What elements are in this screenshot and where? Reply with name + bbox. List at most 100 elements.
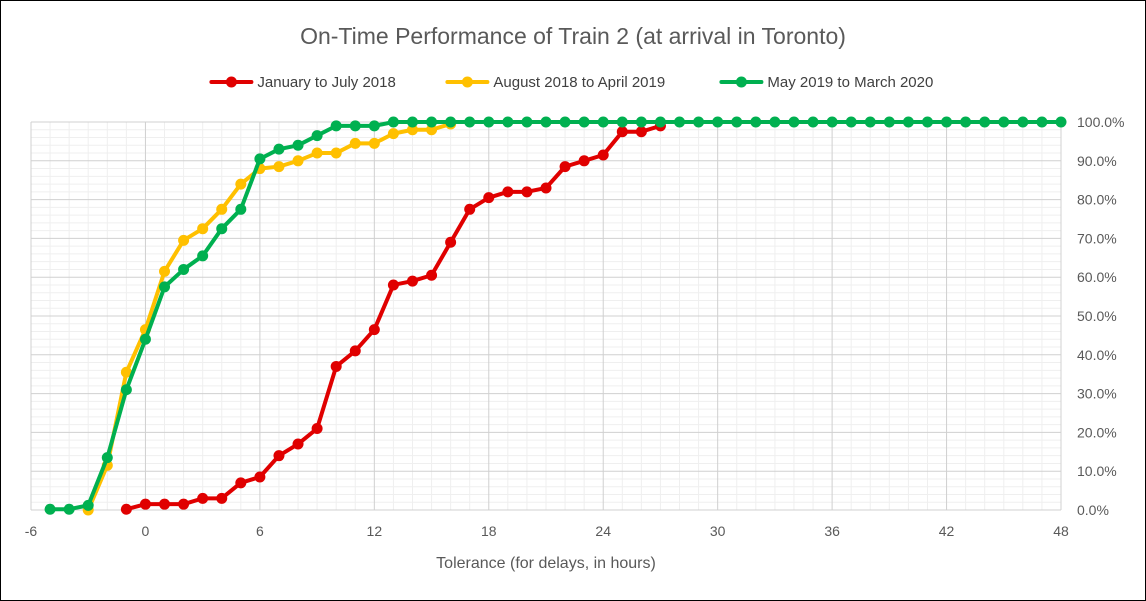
data-point [349,137,361,149]
data-point [845,116,857,128]
data-point [273,161,285,173]
data-point [521,186,533,198]
x-tick-label: 24 [595,523,611,539]
chart-title: On-Time Performance of Train 2 (at arriv… [300,23,846,49]
data-point [82,499,94,511]
data-point [178,234,190,246]
data-point [483,116,495,128]
data-point [120,366,132,378]
y-tick-label: 100.0% [1077,114,1124,130]
data-point [197,223,209,235]
data-point [521,116,533,128]
y-axis-ticks: 0.0% 10.0% 20.0% 30.0% 40.0% 50.0% 60.0% 70.0% 8… [1077,114,1124,518]
data-point [311,423,323,435]
data-point [311,130,323,142]
data-point [235,178,247,190]
data-point [540,182,552,194]
data-point [197,250,209,262]
series-layer [44,116,1067,516]
legend-item-2: August 2018 to April 2019 [445,74,665,91]
data-point [597,116,609,128]
data-point [445,236,457,248]
data-point [921,116,933,128]
data-point [445,116,457,128]
legend-label: May 2019 to March 2020 [767,74,933,91]
data-point [578,116,590,128]
chart-legend: January to July 2018 August 2018 to April… [209,74,933,91]
data-point [464,116,476,128]
x-tick-label: -6 [25,523,38,539]
data-point [159,498,171,510]
data-point [101,452,113,464]
data-point [273,143,285,155]
series-1 [120,120,666,515]
x-tick-label: 30 [710,523,726,539]
data-point [216,203,228,215]
data-point [616,126,628,138]
data-point [502,186,514,198]
data-point [712,116,724,128]
data-point [902,116,914,128]
data-point [426,269,438,281]
data-point [654,116,666,128]
x-axis-ticks: -6 0 6 12 18 24 30 36 42 48 [25,523,1069,539]
data-point [406,124,418,136]
series-line [86,121,453,512]
data-point [178,263,190,275]
y-tick-label: 80.0% [1077,192,1117,208]
data-point [540,116,552,128]
data-point [559,116,571,128]
legend-marker [461,76,473,88]
y-tick-label: 30.0% [1077,386,1117,402]
x-tick-label: 12 [367,523,383,539]
data-point [120,503,132,515]
data-point [502,116,514,128]
legend-label: August 2018 to April 2019 [493,74,665,91]
data-point [330,147,342,159]
data-point [44,503,56,515]
y-tick-label: 50.0% [1077,308,1117,324]
x-tick-label: 6 [256,523,264,539]
data-point [559,161,571,173]
legend-marker [225,76,237,88]
data-point [1055,116,1067,128]
data-point [578,155,590,167]
legend-label: January to July 2018 [257,74,395,91]
data-point [292,155,304,167]
series-2 [82,118,457,516]
data-point [330,120,342,132]
data-point [387,279,399,291]
data-point [883,116,895,128]
data-point [635,116,647,128]
data-point [1017,116,1029,128]
data-point [693,116,705,128]
data-point [273,450,285,462]
data-point [349,345,361,357]
data-point [674,116,686,128]
data-point [235,203,247,215]
data-point [1036,116,1048,128]
data-point [368,120,380,132]
data-point [216,223,228,235]
legend-marker [735,76,747,88]
series-3 [44,116,1067,515]
data-point [769,116,781,128]
data-point [330,360,342,372]
data-point [368,137,380,149]
data-point [159,265,171,277]
data-point [292,438,304,450]
data-point [292,139,304,151]
y-tick-label: 20.0% [1077,424,1117,440]
data-point [483,192,495,204]
y-tick-label: 70.0% [1077,230,1117,246]
data-point [368,324,380,336]
data-point [254,471,266,483]
data-point [426,116,438,128]
data-point [159,281,171,293]
data-point [597,149,609,161]
y-tick-label: 60.0% [1077,269,1117,285]
legend-item-3: May 2019 to March 2020 [719,74,933,91]
y-tick-label: 10.0% [1077,463,1117,479]
data-point [178,498,190,510]
legend-item-1: January to July 2018 [209,74,396,91]
